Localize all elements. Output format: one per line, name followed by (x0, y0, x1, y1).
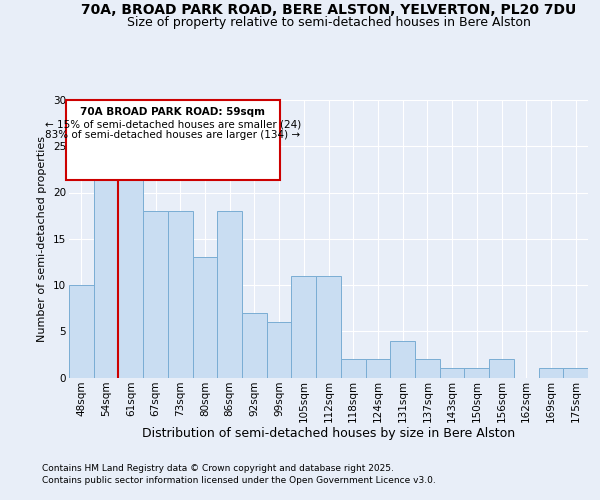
Text: Contains HM Land Registry data © Crown copyright and database right 2025.: Contains HM Land Registry data © Crown c… (42, 464, 394, 473)
Y-axis label: Number of semi-detached properties: Number of semi-detached properties (37, 136, 47, 342)
Text: ← 15% of semi-detached houses are smaller (24): ← 15% of semi-detached houses are smalle… (44, 120, 301, 130)
Bar (440, 368, 464, 378)
Bar (341, 359, 365, 378)
Bar (267, 322, 292, 378)
Text: 83% of semi-detached houses are larger (134) →: 83% of semi-detached houses are larger (… (45, 130, 301, 140)
Bar (464, 368, 489, 378)
Text: 70A, BROAD PARK ROAD, BERE ALSTON, YELVERTON, PL20 7DU: 70A, BROAD PARK ROAD, BERE ALSTON, YELVE… (81, 2, 577, 16)
Text: Contains public sector information licensed under the Open Government Licence v3: Contains public sector information licen… (42, 476, 436, 485)
Bar (415, 359, 440, 378)
Bar (94, 156, 118, 378)
Bar (292, 276, 316, 378)
Text: Distribution of semi-detached houses by size in Bere Alston: Distribution of semi-detached houses by … (142, 428, 515, 440)
Bar (143, 211, 168, 378)
Bar (489, 359, 514, 378)
Bar (118, 156, 143, 378)
Bar (69, 285, 94, 378)
Bar (390, 340, 415, 378)
Bar (539, 368, 563, 378)
Text: Size of property relative to semi-detached houses in Bere Alston: Size of property relative to semi-detach… (127, 16, 531, 29)
Bar (193, 257, 217, 378)
Bar (316, 276, 341, 378)
Bar (563, 368, 588, 378)
Bar (365, 359, 390, 378)
Bar (242, 313, 267, 378)
Bar (217, 211, 242, 378)
Bar (168, 211, 193, 378)
Text: 70A BROAD PARK ROAD: 59sqm: 70A BROAD PARK ROAD: 59sqm (80, 107, 265, 117)
